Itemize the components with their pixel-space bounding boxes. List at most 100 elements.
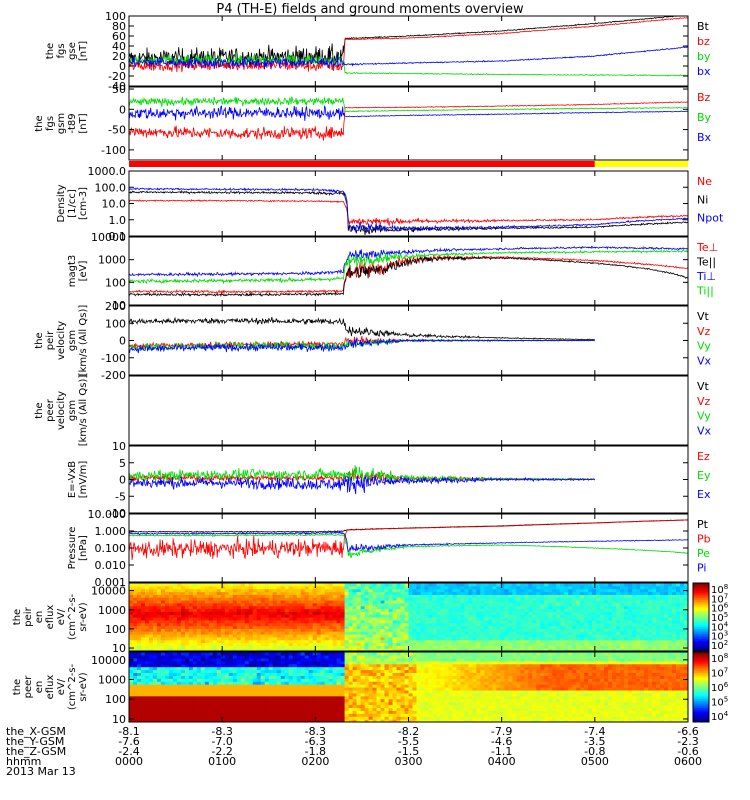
legend-label: Bx — [697, 131, 712, 144]
panel-efield: 10 5 0 -5 -10 E=-VxB [mV/m] Ez Ey Ex — [67, 440, 711, 520]
panel-peir-velocity: 200 100 0 -100 -200 the peir velocity gsm [km/s (… — [34, 300, 712, 382]
panel-pressure: 10.000 1.000 0.100 0.010 0.001 Pressure [nPa] P… — [67, 508, 711, 589]
legend-label: Vx — [697, 424, 712, 437]
series-line-Bz — [129, 101, 688, 141]
panel-peer-energy-flux: 10000 1000 100 10 the peer en eflux eV/(cm^2-s-s… — [12, 651, 729, 726]
y-tick-label: -40 — [108, 80, 126, 93]
series-line-Pt — [129, 519, 688, 533]
y-tick-label: 0.1 — [109, 230, 127, 243]
colorbar-label: 102 — [711, 639, 728, 652]
y-tick-label: 10 — [112, 713, 126, 726]
colorbar-label: 105 — [711, 696, 728, 709]
panel-frame — [128, 513, 689, 583]
y-axis-label: eflux — [45, 675, 56, 700]
mode-bar — [129, 161, 688, 167]
legend-label: By — [697, 111, 712, 124]
y-tick-label: -10 — [108, 507, 126, 520]
series-line-Ni — [129, 189, 688, 236]
colorbar-label: 108 — [711, 652, 728, 665]
series-group — [129, 316, 595, 354]
y-axis-label: peir — [45, 330, 56, 350]
legend-label: Ti|| — [696, 285, 714, 298]
y-tick-label: 1000.0 — [88, 165, 127, 178]
y-axis-label: sr-eV) — [78, 602, 89, 631]
y-axis-label: fgs — [45, 116, 56, 131]
y-tick-label: 200 — [105, 300, 126, 313]
y-axis-label: [mV/m] — [78, 461, 89, 499]
y-tick-label: 0 — [119, 474, 126, 487]
legend-label: Ti⊥ — [696, 270, 716, 283]
y-axis-label: en — [34, 681, 45, 694]
spectrogram — [129, 583, 688, 651]
series-group — [129, 245, 688, 298]
orbit-value: 0000 — [115, 755, 143, 768]
y-tick-label: 1.0 — [109, 214, 127, 227]
legend-label: Pt — [697, 518, 709, 531]
y-axis-label: (cm^2-s- — [67, 593, 78, 640]
colorbar-label: 103 — [711, 630, 728, 643]
series-line-Ti|| — [129, 249, 688, 285]
orbit-row-label: the_Z-GSM — [6, 745, 66, 758]
series-line-bz — [129, 16, 688, 73]
series-line-Te⊥ — [129, 254, 688, 295]
y-tick-label: 0.001 — [95, 576, 127, 589]
orbit-value: 0500 — [581, 755, 609, 768]
y-tick-label: 40 — [112, 40, 126, 53]
orbit-value: -8.2 — [398, 725, 419, 738]
orbit-row-label: hhmm — [6, 755, 41, 768]
y-tick-label: 0.100 — [95, 542, 127, 555]
legend-label: Ey — [697, 469, 711, 482]
panel-fgs-gsm: 50 0 -50 -100 the fgs gsm -t89 [nT] Bz By Bx — [34, 83, 712, 161]
orbit-value: -6.3 — [305, 735, 326, 748]
orbit-value: -7.6 — [118, 735, 139, 748]
y-axis-label: eV/ — [56, 678, 67, 695]
panel-peir-energy-flux: 10000 1000 100 10 the peir en eflux eV/(cm^2-s-s… — [12, 582, 729, 655]
y-axis-label: velocity — [56, 391, 67, 430]
y-tick-label: 1000 — [98, 674, 126, 687]
orbit-value: 0400 — [488, 755, 516, 768]
legend-label: Te⊥ — [696, 241, 718, 254]
orbit-value: -8.3 — [211, 725, 232, 738]
y-axis-label: sr-eV) — [78, 672, 89, 701]
orbit-value: -8.3 — [305, 725, 326, 738]
y-tick-label: 10.000 — [88, 508, 127, 521]
y-tick-label: 100 — [105, 317, 126, 330]
series-line-Te|| — [129, 255, 688, 298]
y-axis-label: eV/ — [56, 608, 67, 625]
y-tick-label: 10 — [112, 642, 126, 655]
y-axis-label: velocity — [56, 321, 67, 360]
legend-label: Vz — [697, 325, 711, 338]
y-tick-label: 0 — [119, 60, 126, 73]
y-axis-label: Pressure — [67, 527, 78, 570]
spectrogram — [129, 652, 688, 722]
series-line-Pe — [129, 533, 688, 558]
orbit-value: -0.8 — [584, 745, 605, 758]
orbit-value: 0600 — [674, 755, 702, 768]
colorbar-label: 106 — [711, 681, 729, 694]
legend-label: Vy — [697, 340, 711, 353]
colorbar-label: 104 — [711, 710, 729, 723]
plot-title: P4 (TH-E) fields and ground moments over… — [216, 2, 524, 17]
colorbar-label: 106 — [711, 602, 729, 615]
y-axis-label: peir — [23, 606, 34, 626]
series-line-by — [129, 52, 688, 77]
orbit-value: -7.9 — [491, 725, 512, 738]
legend-label: bx — [697, 65, 711, 78]
legend-label: Pe — [697, 547, 710, 560]
y-axis-label: (cm^2-s- — [67, 663, 78, 710]
legend-label: Vt — [697, 380, 710, 393]
orbit-value: -2.2 — [211, 745, 232, 758]
y-tick-label: 60 — [112, 30, 126, 43]
legend-label: Ez — [697, 450, 710, 463]
series-group — [129, 96, 688, 141]
orbit-row-label: 2013 Mar 13 — [6, 765, 76, 778]
series-line-Pb — [129, 519, 688, 561]
y-axis-label: E=-VxB — [67, 461, 78, 498]
series-line-Vx — [129, 337, 595, 354]
y-tick-label: 0 — [119, 335, 126, 348]
y-tick-label: -5 — [115, 490, 126, 503]
orbit-value: -1.8 — [305, 745, 326, 758]
